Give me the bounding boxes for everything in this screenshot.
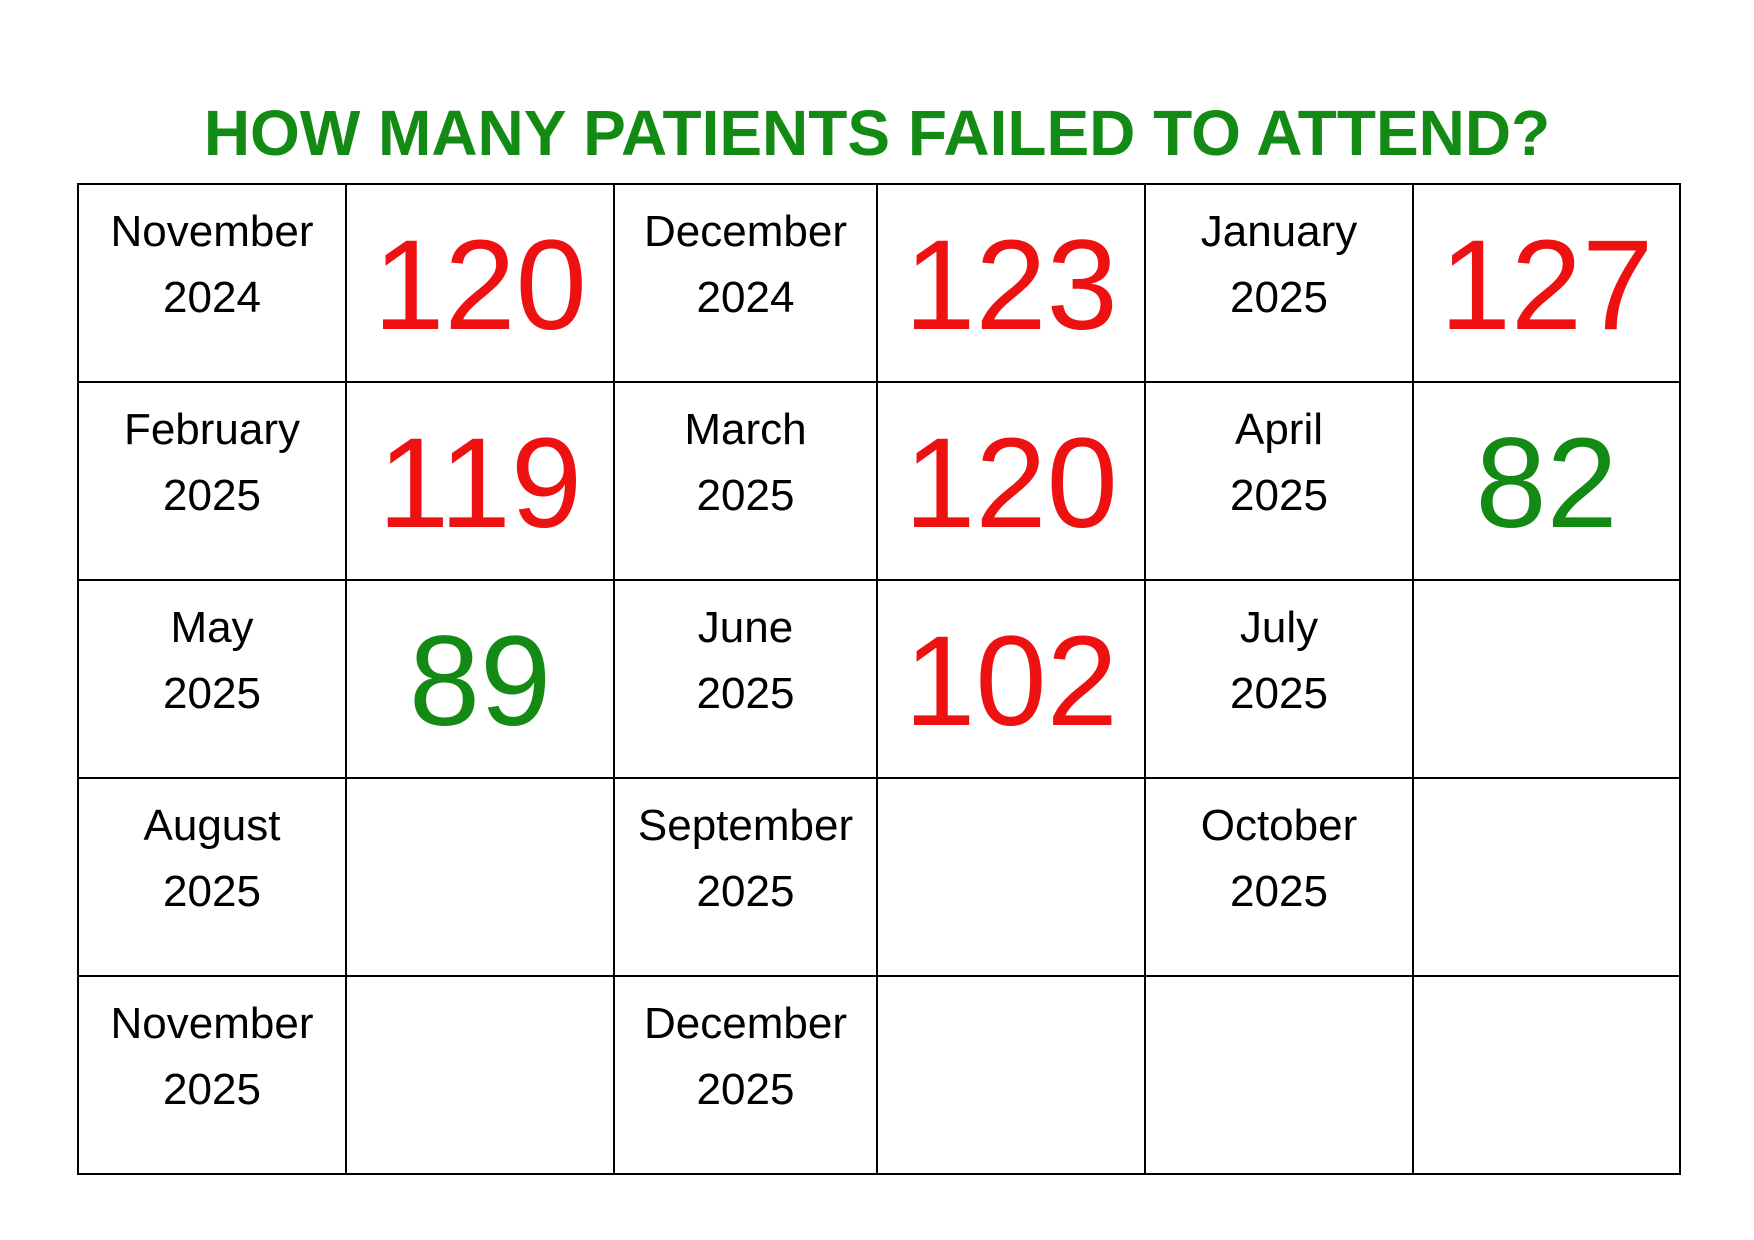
- month-cell: October 2025: [1144, 777, 1414, 977]
- year-label: 2025: [1230, 669, 1328, 718]
- month-label: August: [143, 801, 281, 850]
- year-label: 2025: [696, 867, 795, 916]
- dna-count: 120: [904, 412, 1118, 555]
- value-cell: [1412, 579, 1681, 779]
- month-cell: January 2025: [1144, 183, 1414, 383]
- dna-count: 82: [1475, 412, 1618, 555]
- table-row: August 2025 September 2025 October 2025: [77, 777, 1681, 977]
- table-row: November 2024 120 December 2024 123 Januar…: [77, 183, 1681, 383]
- month-cell: April 2025: [1144, 381, 1414, 581]
- month-label: July: [1239, 603, 1319, 652]
- value-cell: [345, 777, 615, 977]
- value-cell: [876, 777, 1146, 977]
- value-cell: [1412, 975, 1681, 1175]
- year-label: 2025: [1230, 471, 1328, 520]
- year-label: 2025: [696, 1065, 795, 1114]
- table-row: May 2025 89 June 2025 102 July 2025: [77, 579, 1681, 779]
- month-cell: December 2024: [613, 183, 878, 383]
- year-label: 2025: [696, 471, 795, 520]
- month-cell: March 2025: [613, 381, 878, 581]
- month-cell: December 2025: [613, 975, 878, 1175]
- month-cell: June 2025: [613, 579, 878, 779]
- dna-count: 102: [904, 610, 1118, 753]
- dna-count: [1415, 874, 1678, 880]
- value-cell: 123: [876, 183, 1146, 383]
- year-label: 2024: [163, 273, 261, 322]
- month-label: June: [697, 603, 794, 652]
- attendance-table: November 2024 120 December 2024 123 Januar…: [77, 183, 1681, 1175]
- value-cell: 119: [345, 381, 615, 581]
- value-cell: [876, 975, 1146, 1175]
- year-label: 2025: [163, 471, 261, 520]
- dna-count: 119: [377, 412, 583, 555]
- month-cell: [1144, 975, 1414, 1175]
- month-label: April: [1234, 405, 1324, 454]
- month-label: January: [1200, 207, 1358, 256]
- value-cell: 89: [345, 579, 615, 779]
- year-label: 2025: [163, 867, 261, 916]
- month-cell: May 2025: [77, 579, 347, 779]
- month-label: March: [684, 405, 807, 454]
- year-label: 2025: [696, 669, 795, 718]
- year-label: 2025: [1230, 273, 1328, 322]
- table-row: February 2025 119 March 2025 120 April 2025…: [77, 381, 1681, 581]
- dna-count: [1415, 1072, 1678, 1078]
- dna-count: [348, 1072, 612, 1078]
- value-cell: 120: [345, 183, 615, 383]
- value-cell: 120: [876, 381, 1146, 581]
- month-label: December: [644, 207, 847, 256]
- dna-count: 123: [904, 214, 1118, 357]
- value-cell: [1412, 777, 1681, 977]
- dna-count: 127: [1439, 214, 1654, 357]
- year-label: 2025: [1230, 867, 1328, 916]
- month-cell: August 2025: [77, 777, 347, 977]
- year-label: 2024: [696, 273, 795, 322]
- month-label: February: [123, 405, 301, 454]
- value-cell: 82: [1412, 381, 1681, 581]
- page-title: HOW MANY PATIENTS FAILED TO ATTEND?: [203, 97, 1551, 169]
- dna-count: [879, 874, 1143, 880]
- month-cell: July 2025: [1144, 579, 1414, 779]
- value-cell: 102: [876, 579, 1146, 779]
- month-label: October: [1200, 801, 1358, 850]
- table-row: November 2025 December 2025: [77, 975, 1681, 1175]
- month-cell: November 2025: [77, 975, 347, 1175]
- dna-count: 120: [373, 214, 587, 357]
- month-cell: February 2025: [77, 381, 347, 581]
- month-label: September: [637, 801, 854, 850]
- month-label: November: [110, 999, 314, 1048]
- month-cell: November 2024: [77, 183, 347, 383]
- value-cell: [345, 975, 615, 1175]
- dna-count: [1415, 676, 1678, 682]
- month-label: November: [110, 207, 314, 256]
- value-cell: 127: [1412, 183, 1681, 383]
- year-label: 2025: [163, 669, 261, 718]
- year-label: 2025: [163, 1065, 261, 1114]
- month-label: December: [644, 999, 847, 1048]
- month-label: May: [170, 603, 254, 652]
- month-cell: September 2025: [613, 777, 878, 977]
- dna-count: [879, 1072, 1143, 1078]
- dna-count: [348, 874, 612, 880]
- dna-count: 89: [408, 610, 552, 753]
